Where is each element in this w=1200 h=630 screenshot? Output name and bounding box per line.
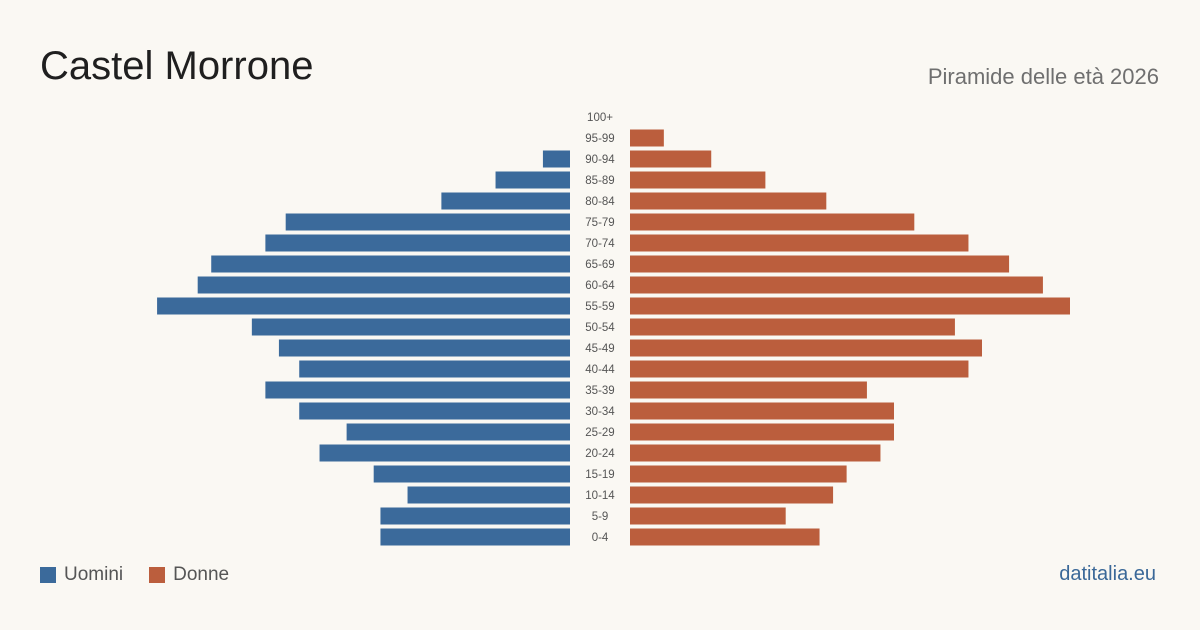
age-label-20-24: 20-24 [585, 448, 615, 460]
bar-men-15-19 [373, 465, 570, 483]
bar-men-45-49 [278, 339, 570, 357]
age-label-10-14: 10-14 [585, 490, 615, 502]
age-label-60-64: 60-64 [585, 280, 615, 292]
bar-women-15-19 [630, 465, 847, 483]
legend-item-women: Donne [149, 564, 229, 586]
age-label-50-54: 50-54 [585, 322, 615, 334]
age-label-30-34: 30-34 [585, 406, 615, 418]
bar-women-80-84 [630, 192, 827, 210]
age-label-70-74: 70-74 [585, 238, 615, 250]
bar-men-60-64 [197, 276, 570, 294]
age-label-5-9: 5-9 [592, 511, 609, 523]
age-label-55-59: 55-59 [585, 301, 614, 313]
bar-men-35-39 [265, 381, 570, 399]
age-label-85-89: 85-89 [585, 175, 614, 187]
age-label-65-69: 65-69 [585, 259, 614, 271]
age-label-75-79: 75-79 [585, 217, 614, 229]
age-label-0-4: 0-4 [592, 532, 609, 544]
bar-women-90-94 [630, 150, 712, 168]
bar-women-75-79 [630, 213, 915, 231]
bar-men-40-44 [299, 360, 570, 378]
age-label-45-49: 45-49 [585, 343, 614, 355]
bar-women-85-89 [630, 171, 766, 189]
chart-legend: Uomini Donne [40, 564, 255, 586]
bar-women-45-49 [630, 339, 982, 357]
legend-swatch-women [149, 567, 166, 583]
age-label-100plus: 100+ [587, 112, 613, 124]
bar-men-30-34 [299, 402, 570, 420]
bar-women-60-64 [630, 276, 1043, 294]
age-label-80-84: 80-84 [585, 196, 615, 208]
bar-men-25-29 [346, 423, 570, 441]
bar-men-85-89 [495, 171, 570, 189]
legend-item-men: Uomini [40, 564, 123, 586]
bar-women-50-54 [630, 318, 955, 336]
bar-men-20-24 [319, 444, 570, 462]
bar-women-35-39 [630, 381, 867, 399]
bar-men-0-4 [380, 528, 570, 546]
legend-label-men: Uomini [64, 564, 124, 585]
bar-women-20-24 [630, 444, 881, 462]
age-label-90-94: 90-94 [585, 154, 615, 166]
bar-women-95-99 [630, 129, 664, 147]
bar-women-5-9 [630, 507, 786, 525]
bar-men-90-94 [542, 150, 570, 168]
age-label-35-39: 35-39 [585, 385, 614, 397]
bar-men-50-54 [251, 318, 570, 336]
age-label-40-44: 40-44 [585, 364, 615, 376]
legend-label-women: Donne [173, 564, 230, 585]
bar-men-75-79 [285, 213, 570, 231]
bar-men-10-14 [407, 486, 570, 504]
bar-women-10-14 [630, 486, 834, 504]
bar-men-70-74 [265, 234, 570, 252]
bar-women-0-4 [630, 528, 820, 546]
source-link[interactable]: datitalia.eu [1059, 563, 1156, 585]
age-label-95-99: 95-99 [585, 133, 614, 145]
age-label-15-19: 15-19 [585, 469, 614, 481]
bar-men-80-84 [441, 192, 570, 210]
bar-men-5-9 [380, 507, 570, 525]
bar-women-25-29 [630, 423, 894, 441]
legend-swatch-men [40, 567, 56, 583]
bar-women-70-74 [630, 234, 969, 252]
bar-men-65-69 [211, 255, 570, 273]
bar-women-30-34 [630, 402, 894, 420]
bar-women-65-69 [630, 255, 1010, 273]
bar-women-40-44 [630, 360, 969, 378]
age-label-25-29: 25-29 [585, 427, 614, 439]
bar-men-55-59 [157, 297, 571, 315]
page-title: Castel Morrone [40, 44, 314, 88]
bar-women-55-59 [630, 297, 1070, 315]
chart-subtitle: Piramide delle età 2026 [927, 64, 1159, 89]
